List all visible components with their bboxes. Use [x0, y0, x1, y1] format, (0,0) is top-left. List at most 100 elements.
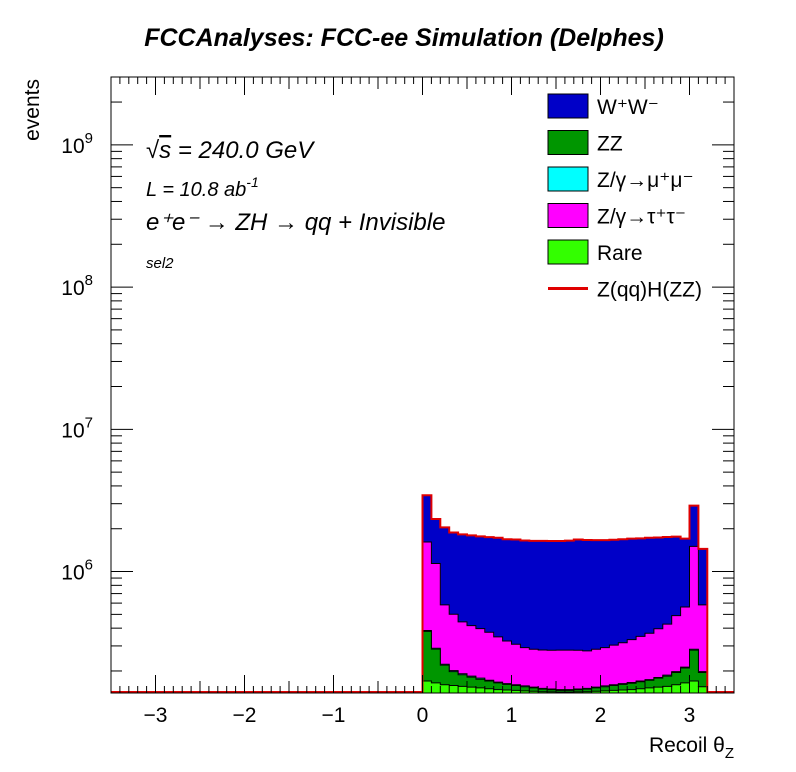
bar-ww-18	[582, 539, 592, 693]
bar-ztautau-11	[520, 647, 530, 693]
x-axis-label: Recoil θZ	[649, 734, 734, 762]
bar-rare-3	[449, 685, 459, 693]
legend-swatch	[547, 166, 589, 192]
bar-rare-4	[458, 686, 468, 693]
x-tick-label: −2	[233, 704, 257, 727]
bar-zz-22	[618, 684, 628, 693]
bar-ww-25	[645, 537, 655, 693]
bar-rare-13	[538, 691, 548, 693]
y-tick-label: 109	[61, 130, 93, 158]
bar-ww-10	[511, 539, 521, 693]
bar-rare-2	[440, 684, 450, 693]
x-tick-label: 1	[506, 704, 518, 727]
lumi-sup: -1	[246, 174, 258, 190]
legend-item-signal: Z(qq)H(ZZ)	[548, 279, 702, 302]
bar-ztautau-14	[547, 650, 557, 693]
bar-ztautau-25	[645, 633, 655, 693]
legend-label: Z/γ→τ⁺τ⁻	[597, 206, 686, 229]
bar-ztautau-17	[573, 650, 584, 693]
annotation-block: √s = 240.0 GeV L = 10.8 ab-1 e⁺e⁻ → ZH →…	[146, 137, 445, 272]
bar-zz-17	[573, 689, 584, 693]
bar-rare-24	[636, 688, 646, 693]
bar-ztautau-15	[556, 650, 566, 693]
bar-zz-12	[529, 687, 539, 693]
bar-ww-15	[556, 541, 566, 693]
legend-label: W⁺W⁻	[597, 96, 659, 119]
bar-zz-2	[440, 665, 450, 693]
bar-ztautau-28	[671, 615, 681, 693]
legend-item-zz: ZZ	[547, 130, 623, 156]
bar-ww-7	[484, 537, 495, 693]
bar-rare-7	[484, 688, 495, 693]
bar-ztautau-19	[591, 649, 601, 693]
bar-rare-28	[671, 684, 681, 693]
bar-zz-28	[671, 672, 681, 693]
bar-ztautau-7	[484, 632, 495, 693]
bar-ztautau-26	[653, 628, 664, 693]
bar-ztautau-5	[467, 625, 477, 693]
x-axis-label-sub: Z	[725, 745, 734, 762]
bar-rare-30	[689, 681, 699, 693]
bar-ztautau-22	[618, 642, 628, 693]
bar-rare-20	[600, 690, 610, 693]
bar-zz-31	[698, 672, 708, 693]
bar-ww-6	[475, 536, 486, 693]
y-tick-label: 108	[61, 272, 93, 300]
lumi-main: L = 10.8 ab	[146, 179, 246, 201]
y-axis-label: events	[21, 79, 44, 141]
bar-ztautau-0	[422, 541, 432, 693]
bar-ww-5	[467, 535, 477, 693]
bar-ztautau-4	[458, 621, 468, 693]
bar-rare-26	[653, 687, 664, 693]
bar-ztautau-13	[538, 649, 548, 693]
bar-ww-19	[591, 540, 601, 693]
sqrt-s-value: = 240.0 GeV	[171, 137, 315, 164]
bar-rare-5	[467, 687, 477, 693]
chart-title: FCCAnalyses: FCC-ee Simulation (Delphes)	[144, 24, 664, 52]
bar-ww-12	[529, 540, 539, 693]
bar-zz-20	[600, 686, 610, 693]
bar-zz-24	[636, 681, 646, 693]
bar-ztautau-31	[698, 604, 708, 693]
bar-rare-29	[680, 682, 690, 693]
process-annotation: e⁺e⁻ → ZH → qq + Invisible	[146, 209, 445, 236]
bar-zz-4	[458, 674, 468, 693]
bar-ww-20	[600, 540, 610, 693]
legend-swatch	[547, 93, 589, 119]
legend-item-ww: W⁺W⁻	[547, 93, 659, 119]
bar-rare-0	[422, 681, 432, 693]
y-axis-ticks: 106 107 108 109	[61, 76, 734, 672]
bar-zz-8	[493, 682, 503, 693]
bar-zz-13	[538, 689, 548, 693]
bar-rare-14	[547, 691, 557, 693]
legend-label: ZZ	[597, 133, 623, 156]
bar-rare-8	[493, 689, 503, 693]
legend-item-ztautau: Z/γ→τ⁺τ⁻	[547, 203, 686, 229]
bar-ww-4	[458, 534, 468, 693]
legend-swatch	[547, 130, 589, 155]
bar-rare-10	[511, 690, 521, 693]
bar-ztautau-2	[440, 604, 450, 693]
sqrt-s-variable: s	[159, 137, 171, 164]
legend-item-rare: Rare	[547, 239, 643, 265]
outline-ztautau	[422, 541, 708, 693]
signal-step-line	[111, 494, 734, 693]
legend-label: Rare	[597, 242, 643, 265]
bar-rare-25	[645, 687, 655, 693]
bar-zz-11	[520, 686, 530, 693]
bar-ww-14	[547, 541, 557, 693]
bar-ww-9	[502, 539, 512, 693]
bar-zz-19	[591, 687, 601, 693]
stacked-bars	[422, 494, 708, 693]
bar-rare-12	[529, 691, 539, 693]
bar-ww-16	[564, 540, 575, 693]
bar-rare-19	[591, 691, 601, 693]
bar-zz-1	[431, 649, 441, 693]
bar-ztautau-23	[627, 639, 637, 693]
selection-annotation: sel2	[146, 255, 174, 272]
sqrt-symbol: √	[146, 137, 160, 164]
bar-ww-3	[449, 532, 459, 693]
x-tick-label: 0	[417, 704, 429, 727]
legend: W⁺W⁻ ZZ Z/γ→μ⁺μ⁻ Z/γ→τ⁺τ⁻ Rare Z(qq)H(ZZ)	[547, 93, 702, 302]
